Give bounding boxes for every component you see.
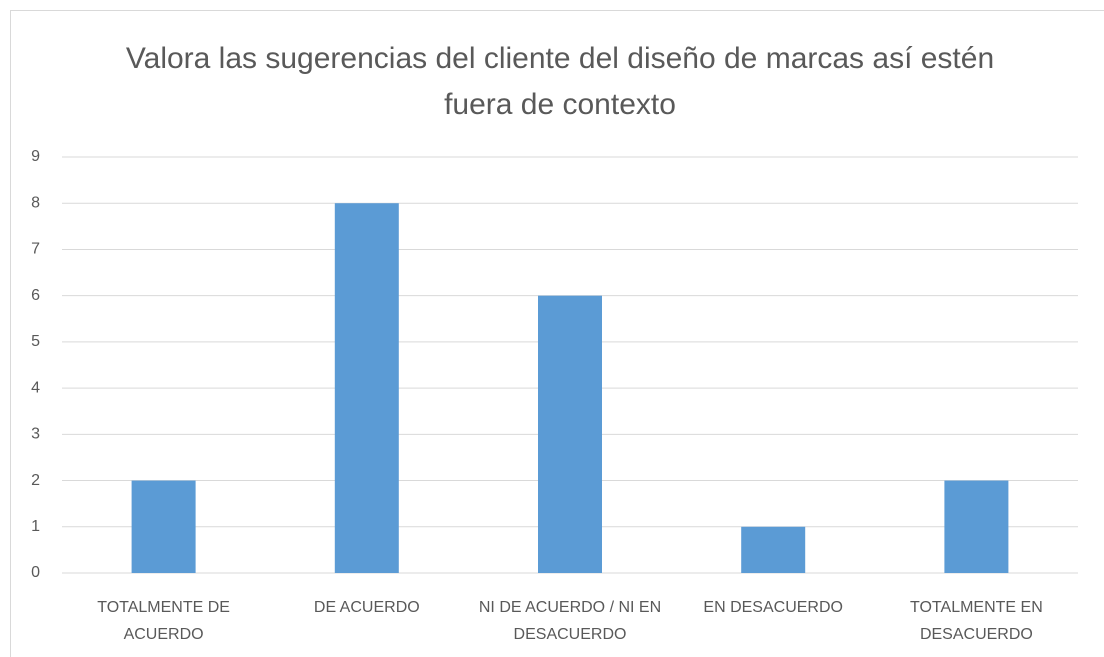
y-tick-label: 0 — [31, 564, 40, 581]
chart-border — [10, 10, 1104, 657]
bar — [741, 526, 806, 573]
x-tick-label: EN DESACUERDO — [703, 599, 843, 616]
x-tick-label: NI DE ACUERDO / NI EN DESACUERDO — [478, 599, 662, 643]
x-tick-label: DE ACUERDO — [313, 599, 420, 616]
y-tick-label: 6 — [31, 287, 40, 304]
bar — [538, 295, 602, 573]
y-tick-label: 2 — [31, 472, 40, 489]
y-tick-label: 7 — [31, 241, 40, 258]
x-tick-label: TOTALMENTE DE ACUERDO — [97, 599, 230, 643]
bar — [131, 480, 196, 573]
y-tick-label: 1 — [31, 518, 40, 535]
bar — [944, 480, 1009, 573]
y-tick-label: 5 — [31, 333, 40, 350]
y-tick-label: 3 — [31, 426, 40, 443]
chart-title: Valora las sugerencias del cliente del d… — [125, 42, 995, 121]
y-tick-label: 8 — [31, 194, 40, 211]
y-tick-label: 4 — [31, 379, 40, 396]
y-tick-label: 9 — [31, 148, 40, 165]
x-tick-label: TOTALMENTE EN DESACUERDO — [910, 599, 1043, 643]
bar — [334, 203, 399, 573]
